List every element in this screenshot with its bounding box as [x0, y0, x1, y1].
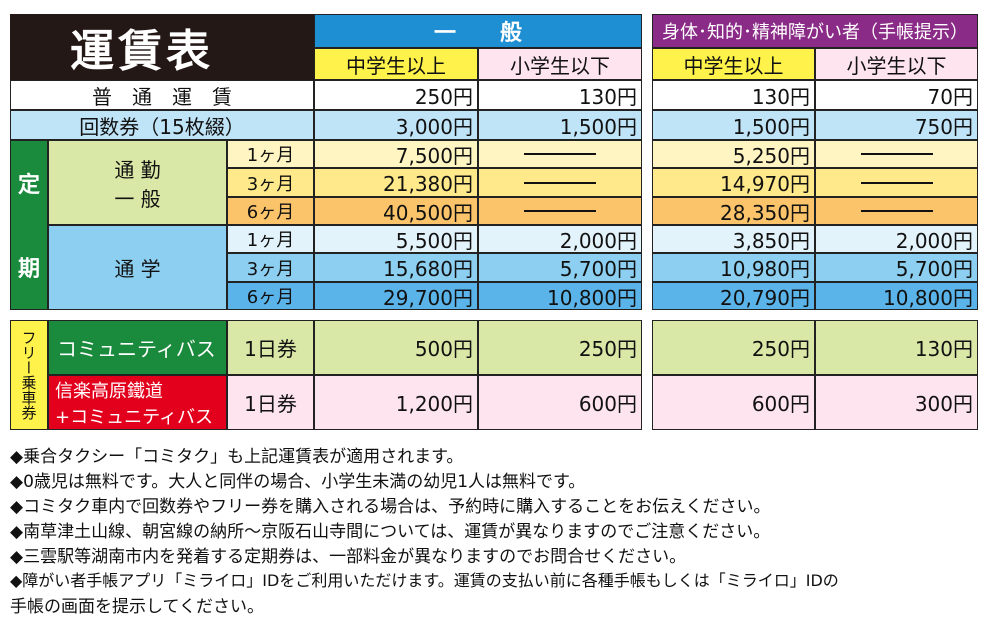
commute-3-general-elem	[478, 168, 642, 197]
regular-fare-label: 普 通 運 賃	[10, 80, 314, 110]
note-2: ◆0歳児は無料です。大人と同伴の場合、小学生未満の幼児1人は無料です。	[10, 472, 586, 492]
commute-period-3: 3ヶ月	[227, 168, 314, 197]
school-3-disabled-elem: 5,700円	[815, 253, 978, 282]
commute-group-label: 通 勤 一 般	[48, 140, 227, 225]
school-3-general-elem: 5,700円	[478, 253, 642, 282]
disabled-elem-down-header: 小学生以下	[815, 48, 978, 80]
dash-mark	[860, 181, 933, 184]
commute-6-disabled-middle: 28,350円	[652, 197, 815, 225]
commute-6-disabled-elem	[815, 197, 978, 225]
commute-1-general-middle: 7,500円	[314, 140, 478, 168]
disabled-header: 身体･知的･精神障がい者（手帳提示）	[652, 14, 978, 48]
community-bus-disabled-elem: 130円	[815, 320, 978, 375]
dash-mark	[860, 153, 933, 155]
school-6-general-middle: 29,700円	[314, 282, 478, 310]
school-6-disabled-middle: 20,790円	[652, 282, 815, 310]
commute-1-general-elem	[478, 140, 642, 168]
fare-table-title: 運賃表	[70, 26, 214, 77]
free-ticket-side-label: フリー乗車券	[10, 320, 48, 430]
coupon-label: 回数券（15枚綴）	[10, 110, 314, 140]
school-1-general-middle: 5,500円	[314, 225, 478, 253]
dash-mark	[524, 210, 596, 212]
commute-1-disabled-elem	[815, 140, 978, 168]
commute-3-disabled-elem	[815, 168, 978, 197]
commute-1-disabled-middle: 5,250円	[652, 140, 815, 168]
note-1: ◆乗合タクシー「コミタク」も上記運賃表が適用されます。	[10, 447, 464, 467]
coupon-general-middle: 3,000円	[314, 110, 478, 140]
school-period-3: 3ヶ月	[227, 253, 314, 282]
general-header: 一 般	[314, 14, 642, 48]
disabled-middle-up-header: 中学生以上	[652, 48, 815, 80]
dash-mark	[524, 153, 596, 155]
school-6-general-elem: 10,800円	[478, 282, 642, 310]
regular-fare-general-middle: 250円	[314, 80, 478, 110]
school-period-6: 6ヶ月	[227, 282, 314, 310]
school-3-general-middle: 15,680円	[314, 253, 478, 282]
community-bus-ticket: 1日券	[227, 320, 314, 375]
shigaraki-combo-disabled-middle: 600円	[652, 375, 815, 430]
commute-3-general-middle: 21,380円	[314, 168, 478, 197]
school-6-disabled-elem: 10,800円	[815, 282, 978, 310]
school-1-disabled-middle: 3,850円	[652, 225, 815, 253]
school-1-general-elem: 2,000円	[478, 225, 642, 253]
note-3: ◆コミタク車内で回数券やフリー券を購入される場合は、予約時に購入することをお伝え…	[10, 497, 771, 517]
shigaraki-combo-disabled-elem: 300円	[815, 375, 978, 430]
school-3-disabled-middle: 10,980円	[652, 253, 815, 282]
commute-3-disabled-middle: 14,970円	[652, 168, 815, 197]
commute-6-general-middle: 40,500円	[314, 197, 478, 225]
community-bus-label: コミュニティバス	[48, 320, 227, 375]
shigaraki-combo-label: 信楽高原鐵道 +コミュニティバス	[48, 375, 227, 430]
commute-6-general-elem	[478, 197, 642, 225]
coupon-general-elem: 1,500円	[478, 110, 642, 140]
teiki-side-label: 定 期	[10, 140, 48, 310]
note-6: ◆障がい者手帳アプリ「ミライロ」IDをご利用いただけます。運賃の支払い前に各種手…	[10, 571, 839, 590]
fare-table-title-box: 運賃表	[10, 14, 314, 80]
coupon-disabled-middle: 1,500円	[652, 110, 815, 140]
regular-fare-disabled-middle: 130円	[652, 80, 815, 110]
community-bus-disabled-middle: 250円	[652, 320, 815, 375]
dash-mark	[524, 181, 596, 184]
general-elem-down-header: 小学生以下	[478, 48, 642, 80]
commute-period-1: 1ヶ月	[227, 140, 314, 168]
regular-fare-disabled-elem: 70円	[815, 80, 978, 110]
commute-period-6: 6ヶ月	[227, 197, 314, 225]
community-bus-general-middle: 500円	[314, 320, 478, 375]
school-1-disabled-elem: 2,000円	[815, 225, 978, 253]
shigaraki-combo-general-middle: 1,200円	[314, 375, 478, 430]
note-5: ◆三雲駅等湖南市内を発着する定期券は、一部料金が異なりますのでお問合せください。	[10, 547, 687, 567]
note-4: ◆南草津土山線、朝宮線の納所～京阪石山寺間については、運賃が異なりますのでご注意…	[10, 522, 771, 542]
general-middle-up-header: 中学生以上	[314, 48, 478, 80]
shigaraki-combo-ticket: 1日券	[227, 375, 314, 430]
dash-mark	[860, 210, 933, 212]
coupon-disabled-elem: 750円	[815, 110, 978, 140]
regular-fare-general-elem: 130円	[478, 80, 642, 110]
shigaraki-combo-general-elem: 600円	[478, 375, 642, 430]
school-period-1: 1ヶ月	[227, 225, 314, 253]
community-bus-general-elem: 250円	[478, 320, 642, 375]
note-6-continued: 手帳の画面を提示してください。	[10, 597, 264, 617]
school-group-label: 通 学	[48, 225, 227, 310]
